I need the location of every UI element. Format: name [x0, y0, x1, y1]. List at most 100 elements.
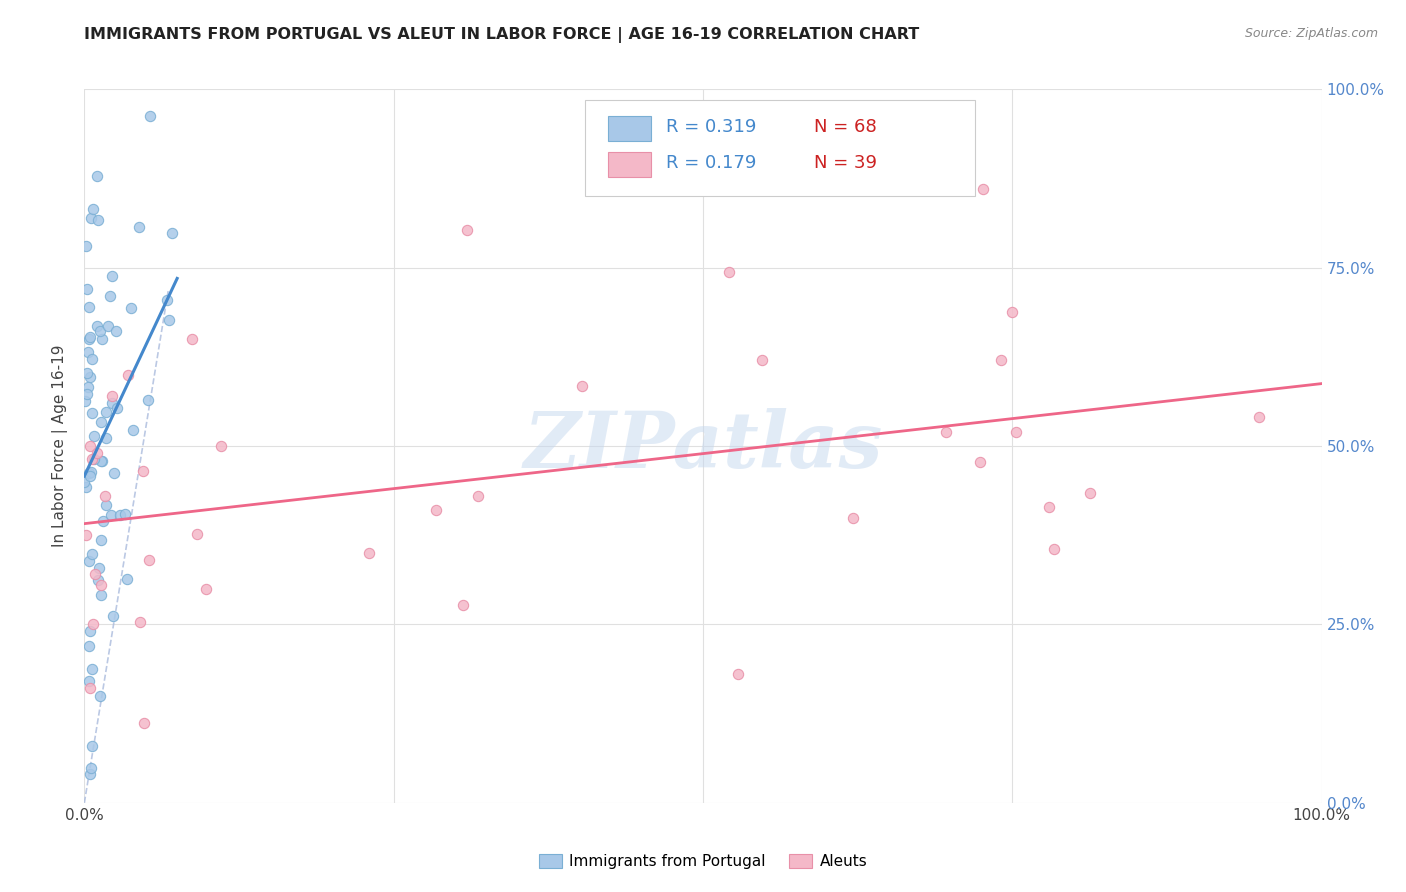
Point	[90, 533, 112, 547]
Point	[82, 351, 104, 366]
Point	[181, 332, 204, 346]
Point	[77, 301, 100, 315]
Point	[1038, 500, 1060, 514]
Point	[359, 546, 381, 560]
Point	[89, 561, 111, 575]
Point	[1042, 541, 1064, 556]
Point	[194, 582, 217, 596]
Point	[91, 514, 114, 528]
Text: ZIPatlas: ZIPatlas	[523, 408, 883, 484]
Text: R = 0.179: R = 0.179	[666, 153, 756, 171]
Point	[76, 344, 98, 359]
Point	[80, 547, 103, 561]
Point	[89, 324, 111, 338]
Point	[90, 578, 112, 592]
Point	[1001, 304, 1024, 318]
Point	[76, 380, 98, 394]
Point	[451, 598, 474, 612]
Point	[842, 511, 865, 525]
Point	[76, 282, 98, 296]
Point	[103, 467, 125, 481]
Text: N = 39: N = 39	[814, 153, 877, 171]
Point	[77, 332, 100, 346]
Point	[138, 109, 160, 123]
Point	[97, 319, 120, 334]
Point	[77, 639, 100, 653]
Point	[76, 367, 98, 381]
Point	[86, 318, 108, 333]
Bar	[607, 116, 651, 141]
Point	[94, 431, 117, 445]
Point	[128, 220, 150, 235]
Point	[89, 689, 111, 703]
FancyBboxPatch shape	[585, 100, 976, 196]
Y-axis label: In Labor Force | Age 16-19: In Labor Force | Age 16-19	[52, 344, 69, 548]
Point	[90, 332, 112, 346]
Point	[77, 674, 100, 689]
Point	[114, 507, 136, 521]
Point	[456, 222, 478, 236]
Point	[75, 528, 97, 542]
Point	[83, 452, 105, 467]
Point	[90, 415, 112, 429]
Point	[571, 379, 593, 393]
Point	[1247, 410, 1270, 425]
Point	[105, 401, 128, 415]
Point	[105, 324, 128, 338]
Point	[79, 439, 101, 453]
Text: R = 0.319: R = 0.319	[666, 118, 756, 136]
Text: IMMIGRANTS FROM PORTUGAL VS ALEUT IN LABOR FORCE | AGE 16-19 CORRELATION CHART: IMMIGRANTS FROM PORTUGAL VS ALEUT IN LAB…	[84, 27, 920, 43]
Point	[80, 761, 103, 775]
Point	[73, 475, 96, 490]
Point	[101, 609, 124, 624]
Point	[86, 446, 108, 460]
Point	[160, 226, 183, 240]
Point	[727, 667, 749, 681]
Point	[80, 406, 103, 420]
Point	[86, 213, 108, 227]
Legend: Immigrants from Portugal, Aleuts: Immigrants from Portugal, Aleuts	[533, 848, 873, 875]
Point	[100, 396, 122, 410]
Point	[79, 624, 101, 639]
Point	[79, 469, 101, 483]
Point	[969, 455, 991, 469]
Point	[98, 289, 121, 303]
Point	[117, 572, 139, 586]
Bar	[607, 152, 651, 177]
Point	[209, 439, 232, 453]
Point	[425, 503, 447, 517]
Point	[80, 739, 103, 753]
Point	[134, 715, 156, 730]
Point	[467, 489, 489, 503]
Point	[717, 265, 740, 279]
Point	[129, 615, 152, 630]
Point	[80, 662, 103, 676]
Point	[100, 508, 122, 522]
Point	[79, 370, 101, 384]
Point	[82, 617, 104, 632]
Point	[84, 567, 107, 582]
Point	[155, 293, 177, 308]
Point	[136, 393, 159, 408]
Point	[96, 405, 118, 419]
Point	[75, 393, 97, 408]
Point	[186, 526, 208, 541]
Point	[79, 330, 101, 344]
Text: N = 68: N = 68	[814, 118, 877, 136]
Point	[751, 353, 773, 368]
Point	[1005, 425, 1028, 439]
Point	[122, 423, 145, 437]
Point	[82, 202, 104, 217]
Point	[990, 353, 1012, 368]
Point	[80, 211, 103, 225]
Point	[94, 489, 117, 503]
Point	[86, 169, 108, 184]
Point	[75, 239, 97, 253]
Point	[80, 465, 103, 479]
Point	[90, 453, 112, 467]
Point	[76, 387, 98, 401]
Point	[77, 467, 100, 481]
Point	[100, 389, 122, 403]
Point	[108, 508, 131, 523]
Point	[75, 480, 97, 494]
